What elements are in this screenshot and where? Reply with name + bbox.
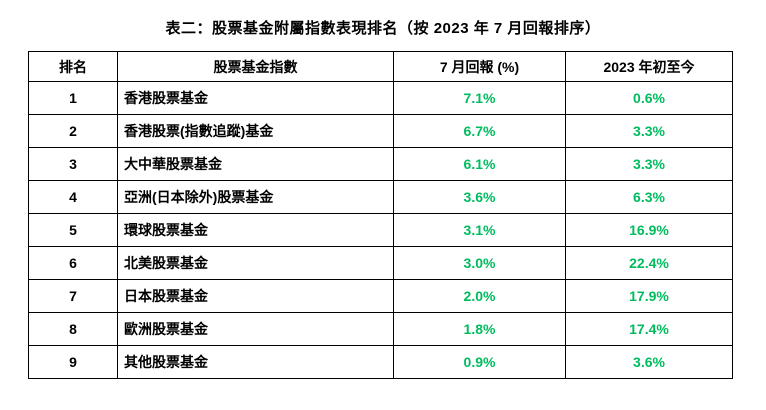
table-title: 表二：股票基金附屬指數表現排名（按 2023 年 7 月回報排序） — [165, 20, 601, 37]
rank-cell: 6 — [28, 246, 118, 280]
rank-cell: 4 — [28, 180, 118, 214]
rank-cell: 3 — [28, 147, 118, 181]
ytd-return-cell: 16.9% — [565, 213, 733, 247]
fund-name-cell: 北美股票基金 — [117, 246, 394, 280]
july-return-cell: 6.7% — [393, 114, 566, 148]
table-row: 1 香港股票基金 7.1% 0.6% — [28, 81, 733, 115]
header-row: 排名 股票基金指數 7 月回報 (%) 2023 年初至今 — [28, 51, 733, 82]
ytd-return-cell: 3.6% — [565, 345, 733, 379]
table-row: 9 其他股票基金 0.9% 3.6% — [28, 345, 733, 379]
fund-name-cell: 香港股票基金 — [117, 81, 394, 115]
header-ytd-return: 2023 年初至今 — [565, 51, 733, 82]
july-return-cell: 3.6% — [393, 180, 566, 214]
ytd-return-cell: 17.9% — [565, 279, 733, 313]
ytd-return-cell: 17.4% — [565, 312, 733, 346]
table-row: 3 大中華股票基金 6.1% 3.3% — [28, 147, 733, 181]
july-return-cell: 0.9% — [393, 345, 566, 379]
july-return-cell: 1.8% — [393, 312, 566, 346]
fund-name-cell: 環球股票基金 — [117, 213, 394, 247]
fund-name-cell: 其他股票基金 — [117, 345, 394, 379]
july-return-cell: 2.0% — [393, 279, 566, 313]
table-row: 5 環球股票基金 3.1% 16.9% — [28, 213, 733, 247]
table-row: 8 歐洲股票基金 1.8% 17.4% — [28, 312, 733, 346]
rank-cell: 5 — [28, 213, 118, 247]
july-return-cell: 3.1% — [393, 213, 566, 247]
fund-performance-table: 排名 股票基金指數 7 月回報 (%) 2023 年初至今 1 香港股票基金 7… — [28, 51, 733, 379]
rank-cell: 8 — [28, 312, 118, 346]
ytd-return-cell: 3.3% — [565, 114, 733, 148]
rank-cell: 2 — [28, 114, 118, 148]
ytd-return-cell: 3.3% — [565, 147, 733, 181]
rank-cell: 1 — [28, 81, 118, 115]
ytd-return-cell: 0.6% — [565, 81, 733, 115]
fund-name-cell: 香港股票(指數追蹤)基金 — [117, 114, 394, 148]
fund-name-cell: 歐洲股票基金 — [117, 312, 394, 346]
table-row: 6 北美股票基金 3.0% 22.4% — [28, 246, 733, 280]
table-row: 4 亞洲(日本除外)股票基金 3.6% 6.3% — [28, 180, 733, 214]
rank-cell: 9 — [28, 345, 118, 379]
table-row: 2 香港股票(指數追蹤)基金 6.7% 3.3% — [28, 114, 733, 148]
header-july-return: 7 月回報 (%) — [393, 51, 566, 82]
july-return-cell: 7.1% — [393, 81, 566, 115]
july-return-cell: 6.1% — [393, 147, 566, 181]
rank-cell: 7 — [28, 279, 118, 313]
header-rank: 排名 — [28, 51, 118, 82]
fund-name-cell: 日本股票基金 — [117, 279, 394, 313]
fund-name-cell: 亞洲(日本除外)股票基金 — [117, 180, 394, 214]
fund-name-cell: 大中華股票基金 — [117, 147, 394, 181]
header-fund-index: 股票基金指數 — [117, 51, 394, 82]
ytd-return-cell: 22.4% — [565, 246, 733, 280]
july-return-cell: 3.0% — [393, 246, 566, 280]
ytd-return-cell: 6.3% — [565, 180, 733, 214]
table-row: 7 日本股票基金 2.0% 17.9% — [28, 279, 733, 313]
